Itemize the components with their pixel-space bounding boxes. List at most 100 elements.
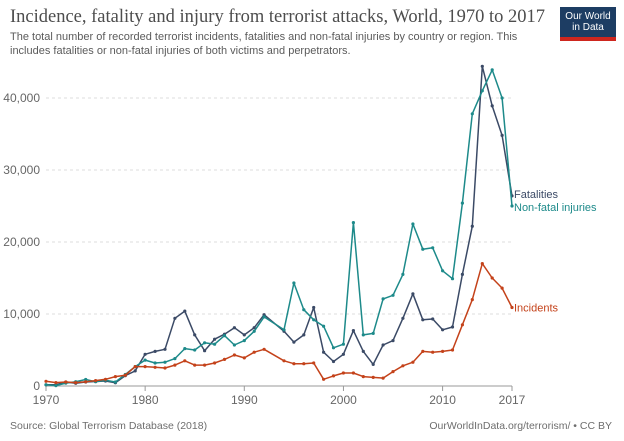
fatalities-point [391, 339, 395, 343]
fatalities-point [401, 316, 405, 320]
incidents-line [45, 262, 513, 384]
fatalities-point [371, 362, 375, 366]
fatalities-point [173, 316, 177, 320]
injuries-point [341, 342, 345, 346]
incidents-point [252, 350, 256, 354]
owid-logo[interactable]: Our World in Data [560, 7, 616, 41]
incidents-point [331, 374, 336, 378]
y-axis-tick-labels: 0 10,000 20,000 30,000 40,000 [3, 91, 40, 393]
incidents-point [480, 262, 484, 266]
incidents-point [242, 356, 246, 360]
incidents-point [371, 375, 375, 379]
fatalities-point [331, 359, 336, 364]
incidents-point [203, 363, 207, 367]
injuries-point [262, 315, 266, 319]
incidents-point [460, 323, 464, 327]
injuries-point [331, 346, 336, 350]
incidents-point [411, 360, 415, 364]
injuries-line [45, 69, 513, 387]
fatalities-point [450, 325, 455, 329]
incidents-point [292, 362, 296, 366]
fatalities-point [163, 347, 167, 351]
series-label-fatalities: Fatalities [514, 189, 559, 201]
injuries-point [302, 308, 306, 312]
incidents-point [361, 375, 365, 379]
fatalities-point [381, 343, 385, 347]
series-lines [44, 64, 514, 388]
series-fatalities [44, 64, 514, 387]
chart-subtitle: The total number of recorded terrorist i… [10, 31, 518, 57]
incidents-point [312, 361, 316, 365]
incidents-point [401, 364, 405, 368]
incidents-point [113, 375, 117, 379]
incidents-point [302, 362, 306, 366]
credit-link[interactable]: OurWorldInData.org/terrorism/ • CC BY [429, 420, 612, 432]
incidents-point [450, 348, 455, 352]
y-tick-label: 20,000 [3, 235, 40, 249]
fatalities-point [421, 318, 425, 322]
fatalities-point [203, 349, 207, 353]
incidents-point [341, 371, 345, 375]
fatalities-point [480, 64, 484, 68]
x-tick-label: 2017 [499, 393, 526, 407]
incidents-point [282, 359, 286, 363]
fatalities-point [351, 329, 355, 333]
x-tick-label: 1990 [231, 393, 258, 407]
series-incidents [44, 262, 514, 385]
fatalities-point [193, 333, 197, 337]
incidents-point [490, 276, 494, 280]
incidents-point [163, 366, 167, 370]
incidents-point [153, 365, 157, 369]
y-tick-label: 0 [33, 379, 40, 393]
injuries-point [450, 277, 455, 281]
y-tick-label: 10,000 [3, 307, 40, 321]
incidents-point [84, 380, 88, 384]
injuries-point [500, 96, 504, 100]
injuries-point [391, 293, 395, 297]
injuries-point [252, 329, 256, 333]
fatalities-point [262, 313, 266, 317]
incidents-point [381, 376, 385, 380]
incidents-point [391, 370, 395, 374]
fatalities-point [232, 326, 236, 330]
injuries-point [84, 377, 88, 382]
incidents-point [143, 365, 147, 369]
fatalities-line [46, 65, 513, 386]
injuries-point [44, 383, 48, 387]
source-note[interactable]: Source: Global Terrorism Database (2018) [10, 420, 208, 432]
injuries-point [213, 342, 217, 346]
x-tick-label: 2000 [330, 393, 357, 407]
incidents-point [441, 349, 445, 353]
logo-line-1: Our World [565, 11, 611, 22]
injuries-point [421, 247, 425, 251]
injuries-point [143, 358, 147, 362]
incidents-point [510, 305, 514, 310]
fatalities-point [213, 337, 217, 341]
x-tick-label: 1970 [33, 393, 60, 407]
fatalities-point [322, 350, 326, 354]
fatalities-point [441, 328, 445, 332]
incidents-point [322, 377, 326, 381]
gridlines [46, 97, 512, 315]
injuries-point [183, 347, 187, 351]
injuries-point [351, 221, 355, 225]
injuries-point [54, 384, 58, 388]
fatalities-point [242, 333, 246, 337]
injuries-point [312, 318, 316, 322]
logo-line-2: in Data [572, 22, 604, 33]
fatalities-point [183, 309, 187, 313]
injuries-point [490, 68, 494, 72]
fatalities-point [153, 349, 157, 353]
incidents-point [431, 350, 435, 354]
incidents-point [133, 365, 137, 369]
incidents-point [262, 347, 266, 351]
incidents-point [222, 357, 227, 361]
injuries-point [153, 361, 157, 365]
incidents-point [183, 359, 187, 363]
incidents-point [44, 379, 48, 383]
incidents-point [500, 286, 504, 290]
fatalities-point [341, 352, 345, 356]
incidents-point [470, 298, 474, 302]
